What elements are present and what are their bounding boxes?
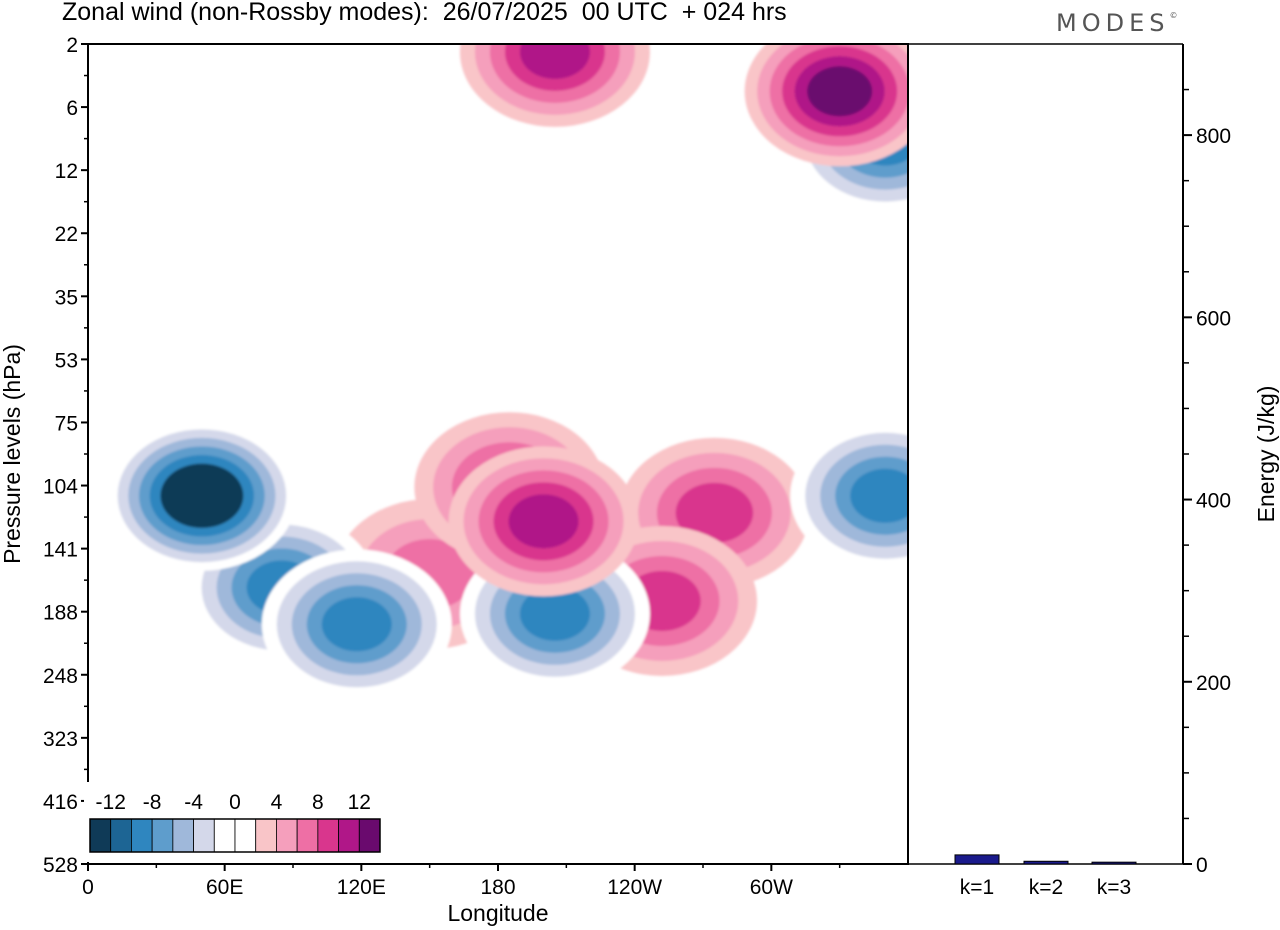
wind-contour [321,597,392,652]
energy-tick-label: 0 [1196,854,1208,877]
y-tick-label: 6 [66,97,78,120]
y-axis-title: Pressure levels (hPa) [0,344,25,564]
colorbar-label: -8 [143,791,162,814]
energy-bar [1091,861,1137,865]
colorbar-swatch [234,818,257,853]
x-tick-label: 120W [607,876,662,899]
brand-mark: © [1169,11,1178,20]
colorbar-label: 8 [312,791,324,814]
zonal-wind-field [106,44,908,700]
energy-tick-label: 800 [1196,125,1231,148]
colorbar-swatch [296,818,319,853]
energy-bars: k=1 k=2 k=3 [954,854,1137,899]
y-tick-label: 323 [43,728,78,751]
energy-bar [1023,860,1069,865]
wind-feature-12 [106,420,297,571]
x-axis-title: Longitude [447,900,548,926]
colorbar: -12 -8 -4 0 4 8 12 [84,782,386,862]
colorbar-swatch [193,818,215,853]
wind-feature-5 [261,549,452,700]
colorbar-swatch [89,818,112,853]
energy-bar-label: k=3 [1097,876,1131,899]
energy-bar [954,854,1000,865]
brand-logo: MODES© [1056,9,1177,37]
y-tick-label: 248 [43,665,78,688]
y-tick-label: 2 [66,34,78,57]
y-tick-label: 35 [55,286,78,309]
x-tick-label: 0 [82,876,94,899]
wind-contour [508,494,579,549]
energy-bar-label: k=2 [1029,876,1063,899]
colorbar-swatch [131,818,153,853]
colorbar-swatch [255,818,277,853]
wind-feature-11 [744,44,908,167]
y-tick-label: 141 [43,539,78,562]
colorbar-swatch [172,818,194,853]
wind-contour [675,482,754,543]
y-tick-label: 528 [43,854,78,877]
wind-feature-7 [790,420,908,571]
colorbar-swatch [338,818,360,853]
y-tick-label: 104 [43,476,78,499]
colorbar-swatch [317,818,339,853]
x-tick-label: 60E [206,876,243,899]
energy-tick-label: 200 [1196,672,1231,695]
colorbar-label: -4 [184,791,203,814]
colorbar-label: -12 [96,791,126,814]
y-tick-label: 12 [55,160,78,183]
y-tick-label: 22 [55,223,78,246]
y-tick-label: 188 [43,602,78,625]
chart-title: Zonal wind (non-Rossby modes): 26/07/202… [62,0,787,26]
colorbar-swatch [213,818,236,853]
colorbar-swatch [358,818,381,853]
x-tick-label: 120E [337,876,386,899]
x-tick-label: 60W [750,876,793,899]
brand-name: MODES [1056,9,1170,37]
energy-axis-title: Energy (J/kg) [1253,386,1279,523]
colorbar-swatch [110,818,132,853]
colorbar-label: 0 [229,791,241,814]
colorbar-swatch [151,818,174,853]
y-tick-label: 75 [55,412,78,435]
colorbar-swatch [276,818,298,853]
colorbar-label: 12 [348,791,371,814]
wind-contour [171,472,233,520]
wind-contour [850,468,908,523]
y-tick-label: 53 [55,349,78,372]
energy-tick-label: 400 [1196,490,1231,513]
wind-contour [807,66,873,117]
wind-contour [519,586,590,641]
energy-bar-label: k=1 [960,876,994,899]
wind-feature-9 [448,446,639,597]
energy-tick-label: 600 [1196,307,1231,330]
y-tick-label: 416 [43,791,78,814]
wind-contour [519,44,590,79]
x-tick-label: 180 [480,876,515,899]
colorbar-label: 4 [271,791,283,814]
wind-feature-10 [459,44,650,127]
colorbar-frame [89,818,381,853]
